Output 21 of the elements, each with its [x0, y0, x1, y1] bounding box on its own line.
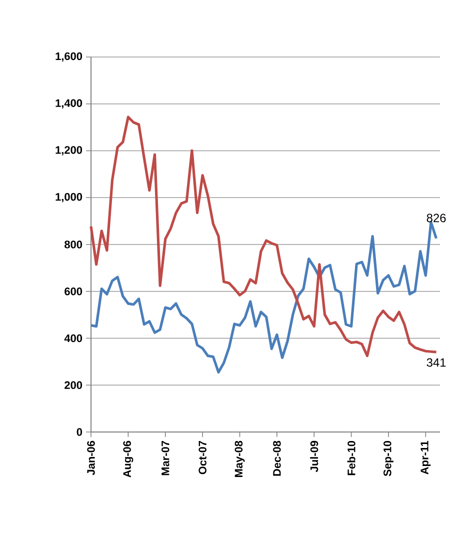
y-tick-label: 0: [76, 428, 82, 436]
x-tick-label: Dec-08: [273, 440, 281, 476]
x-tick-label: Aug-06: [123, 440, 134, 478]
x-tick-label: Sep-10: [384, 440, 394, 476]
y-tick-label: 1,200: [56, 146, 82, 156]
x-tick-label: Jul-09: [310, 440, 318, 472]
y-tick-label: 200: [64, 381, 82, 390]
y-tick-label: 400: [64, 334, 82, 342]
y-tick-label: 1,400: [56, 99, 82, 109]
x-tick-label: Feb-10: [347, 440, 356, 476]
x-tick-label: Mar-07: [162, 441, 170, 476]
y-tick-label: 600: [64, 288, 82, 296]
y-tick-label: 1,000: [56, 192, 82, 202]
x-tick-label: Apr-11: [420, 440, 431, 474]
annotation: 826: [426, 214, 446, 222]
x-tick-label: May-08: [234, 440, 245, 477]
y-tick-label: 1,600: [56, 52, 82, 62]
annotation: 341: [426, 358, 446, 367]
y-tick-label: 800: [64, 240, 82, 248]
x-tick-label: Oct-07: [198, 441, 206, 474]
x-tick-label: Jan-06: [87, 440, 95, 476]
